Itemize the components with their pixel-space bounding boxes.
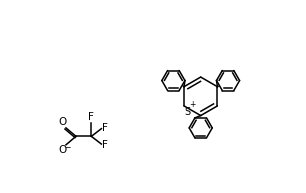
Text: −: − xyxy=(64,143,71,152)
Text: O: O xyxy=(58,118,67,128)
Text: O: O xyxy=(58,145,67,155)
Text: +: + xyxy=(189,100,196,109)
Text: F: F xyxy=(102,140,108,150)
Text: F: F xyxy=(102,123,108,133)
Text: F: F xyxy=(88,113,94,123)
Text: S: S xyxy=(185,107,191,117)
